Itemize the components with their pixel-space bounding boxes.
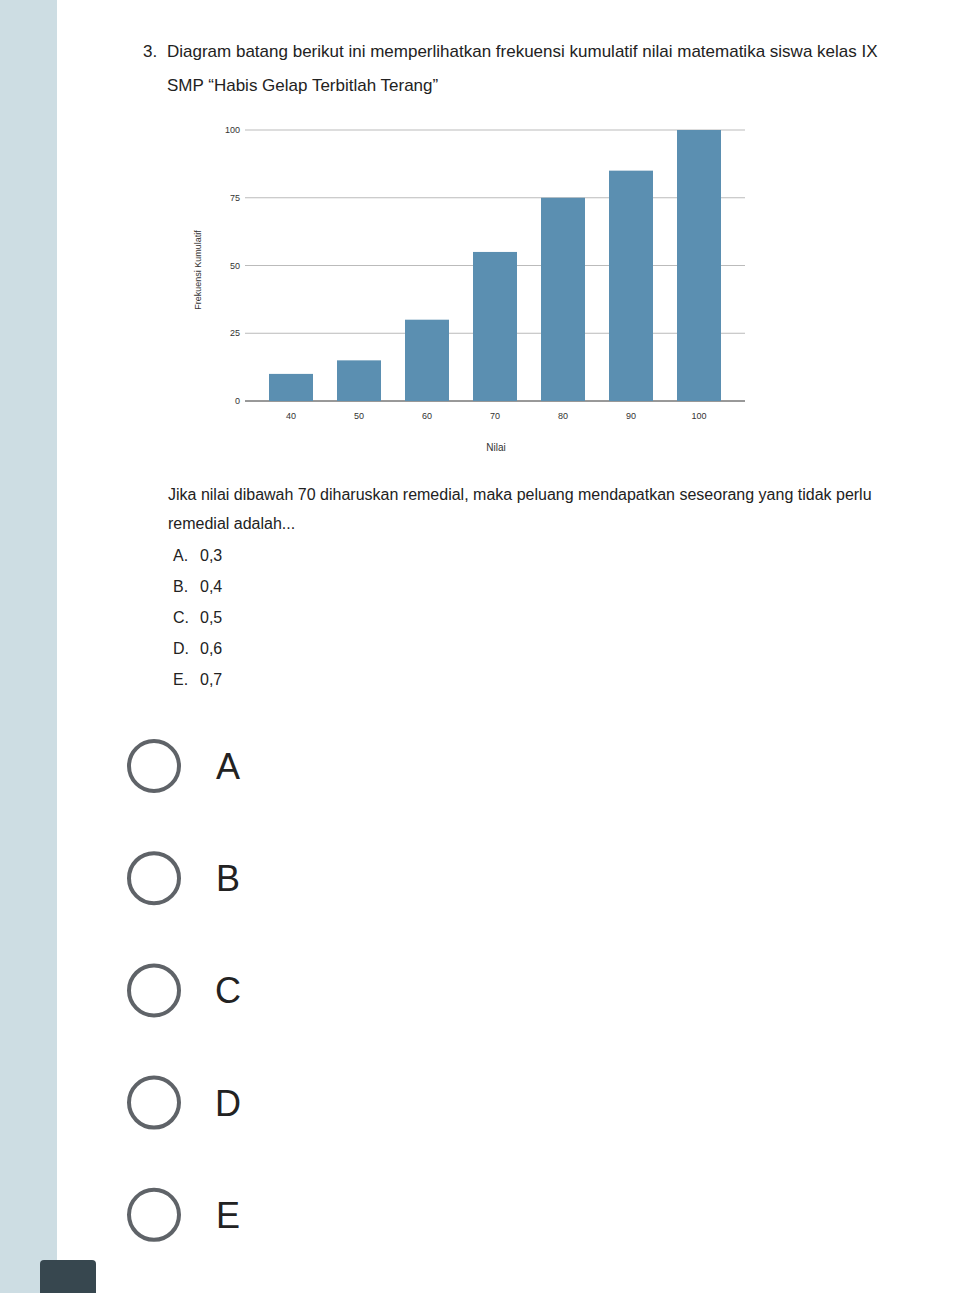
- question-number: 3.: [143, 42, 157, 61]
- x-tick-label: 40: [286, 411, 296, 421]
- y-tick-label: 0: [235, 396, 240, 406]
- x-tick-label: 80: [558, 411, 568, 421]
- radio-button[interactable]: [129, 853, 179, 903]
- question-line: SMP “Habis Gelap Terbitlah Terang”: [167, 76, 439, 95]
- question-line: Diagram batang berikut ini memperlihatka…: [167, 42, 878, 61]
- radio-button[interactable]: [129, 1190, 179, 1240]
- option-letter: B.: [173, 578, 188, 595]
- grid-line: [245, 130, 745, 131]
- x-tick-label: 70: [490, 411, 500, 421]
- option-letter: E.: [173, 671, 188, 688]
- bars: [269, 130, 721, 401]
- prompt-line: remedial adalah...: [168, 515, 295, 532]
- bar: [269, 374, 313, 401]
- option-text: 0,7: [200, 671, 222, 688]
- y-tick-label: 75: [230, 193, 240, 203]
- option-text: 0,4: [200, 578, 222, 595]
- y-tick-label: 100: [225, 125, 240, 135]
- y-tick-label: 50: [230, 261, 240, 271]
- bar: [609, 171, 653, 401]
- option-letter: C.: [173, 609, 189, 626]
- bar: [405, 320, 449, 401]
- page: 3. Diagram batang berikut ini memperlihat…: [0, 0, 976, 1293]
- radio-button[interactable]: [129, 1078, 179, 1128]
- radio-label[interactable]: B: [216, 858, 240, 899]
- option-text: 0,6: [200, 640, 222, 657]
- option-text: 0,3: [200, 547, 222, 564]
- radio-button[interactable]: [129, 965, 179, 1015]
- y-axis-label: Frekuensi Kumulatif: [193, 230, 203, 310]
- x-tick-label: 50: [354, 411, 364, 421]
- side-strip: [0, 0, 57, 1293]
- radio-label[interactable]: D: [215, 1083, 241, 1124]
- bar: [677, 130, 721, 401]
- option-text: 0,5: [200, 609, 222, 626]
- flag-icon: [40, 1260, 96, 1293]
- x-tick-label: 60: [422, 411, 432, 421]
- prompt-line: Jika nilai dibawah 70 diharuskan remedia…: [168, 486, 872, 503]
- grid-line: [245, 197, 745, 198]
- x-tick-label: 90: [626, 411, 636, 421]
- option-letter: A.: [173, 547, 188, 564]
- bar: [541, 198, 585, 401]
- radio-button[interactable]: [129, 741, 179, 791]
- radio-label[interactable]: A: [216, 746, 240, 787]
- option-letter: D.: [173, 640, 189, 657]
- bar: [473, 252, 517, 401]
- x-axis-label: Nilai: [486, 442, 505, 453]
- x-tick-label: 100: [691, 411, 706, 421]
- chart: 0 25 50 75 100 40 50 60 70 80 90 100 Nilai Frekuensi …: [193, 125, 745, 453]
- y-tick-label: 25: [230, 328, 240, 338]
- radio-label[interactable]: E: [216, 1195, 240, 1236]
- radio-label[interactable]: C: [215, 970, 241, 1011]
- bar: [337, 360, 381, 401]
